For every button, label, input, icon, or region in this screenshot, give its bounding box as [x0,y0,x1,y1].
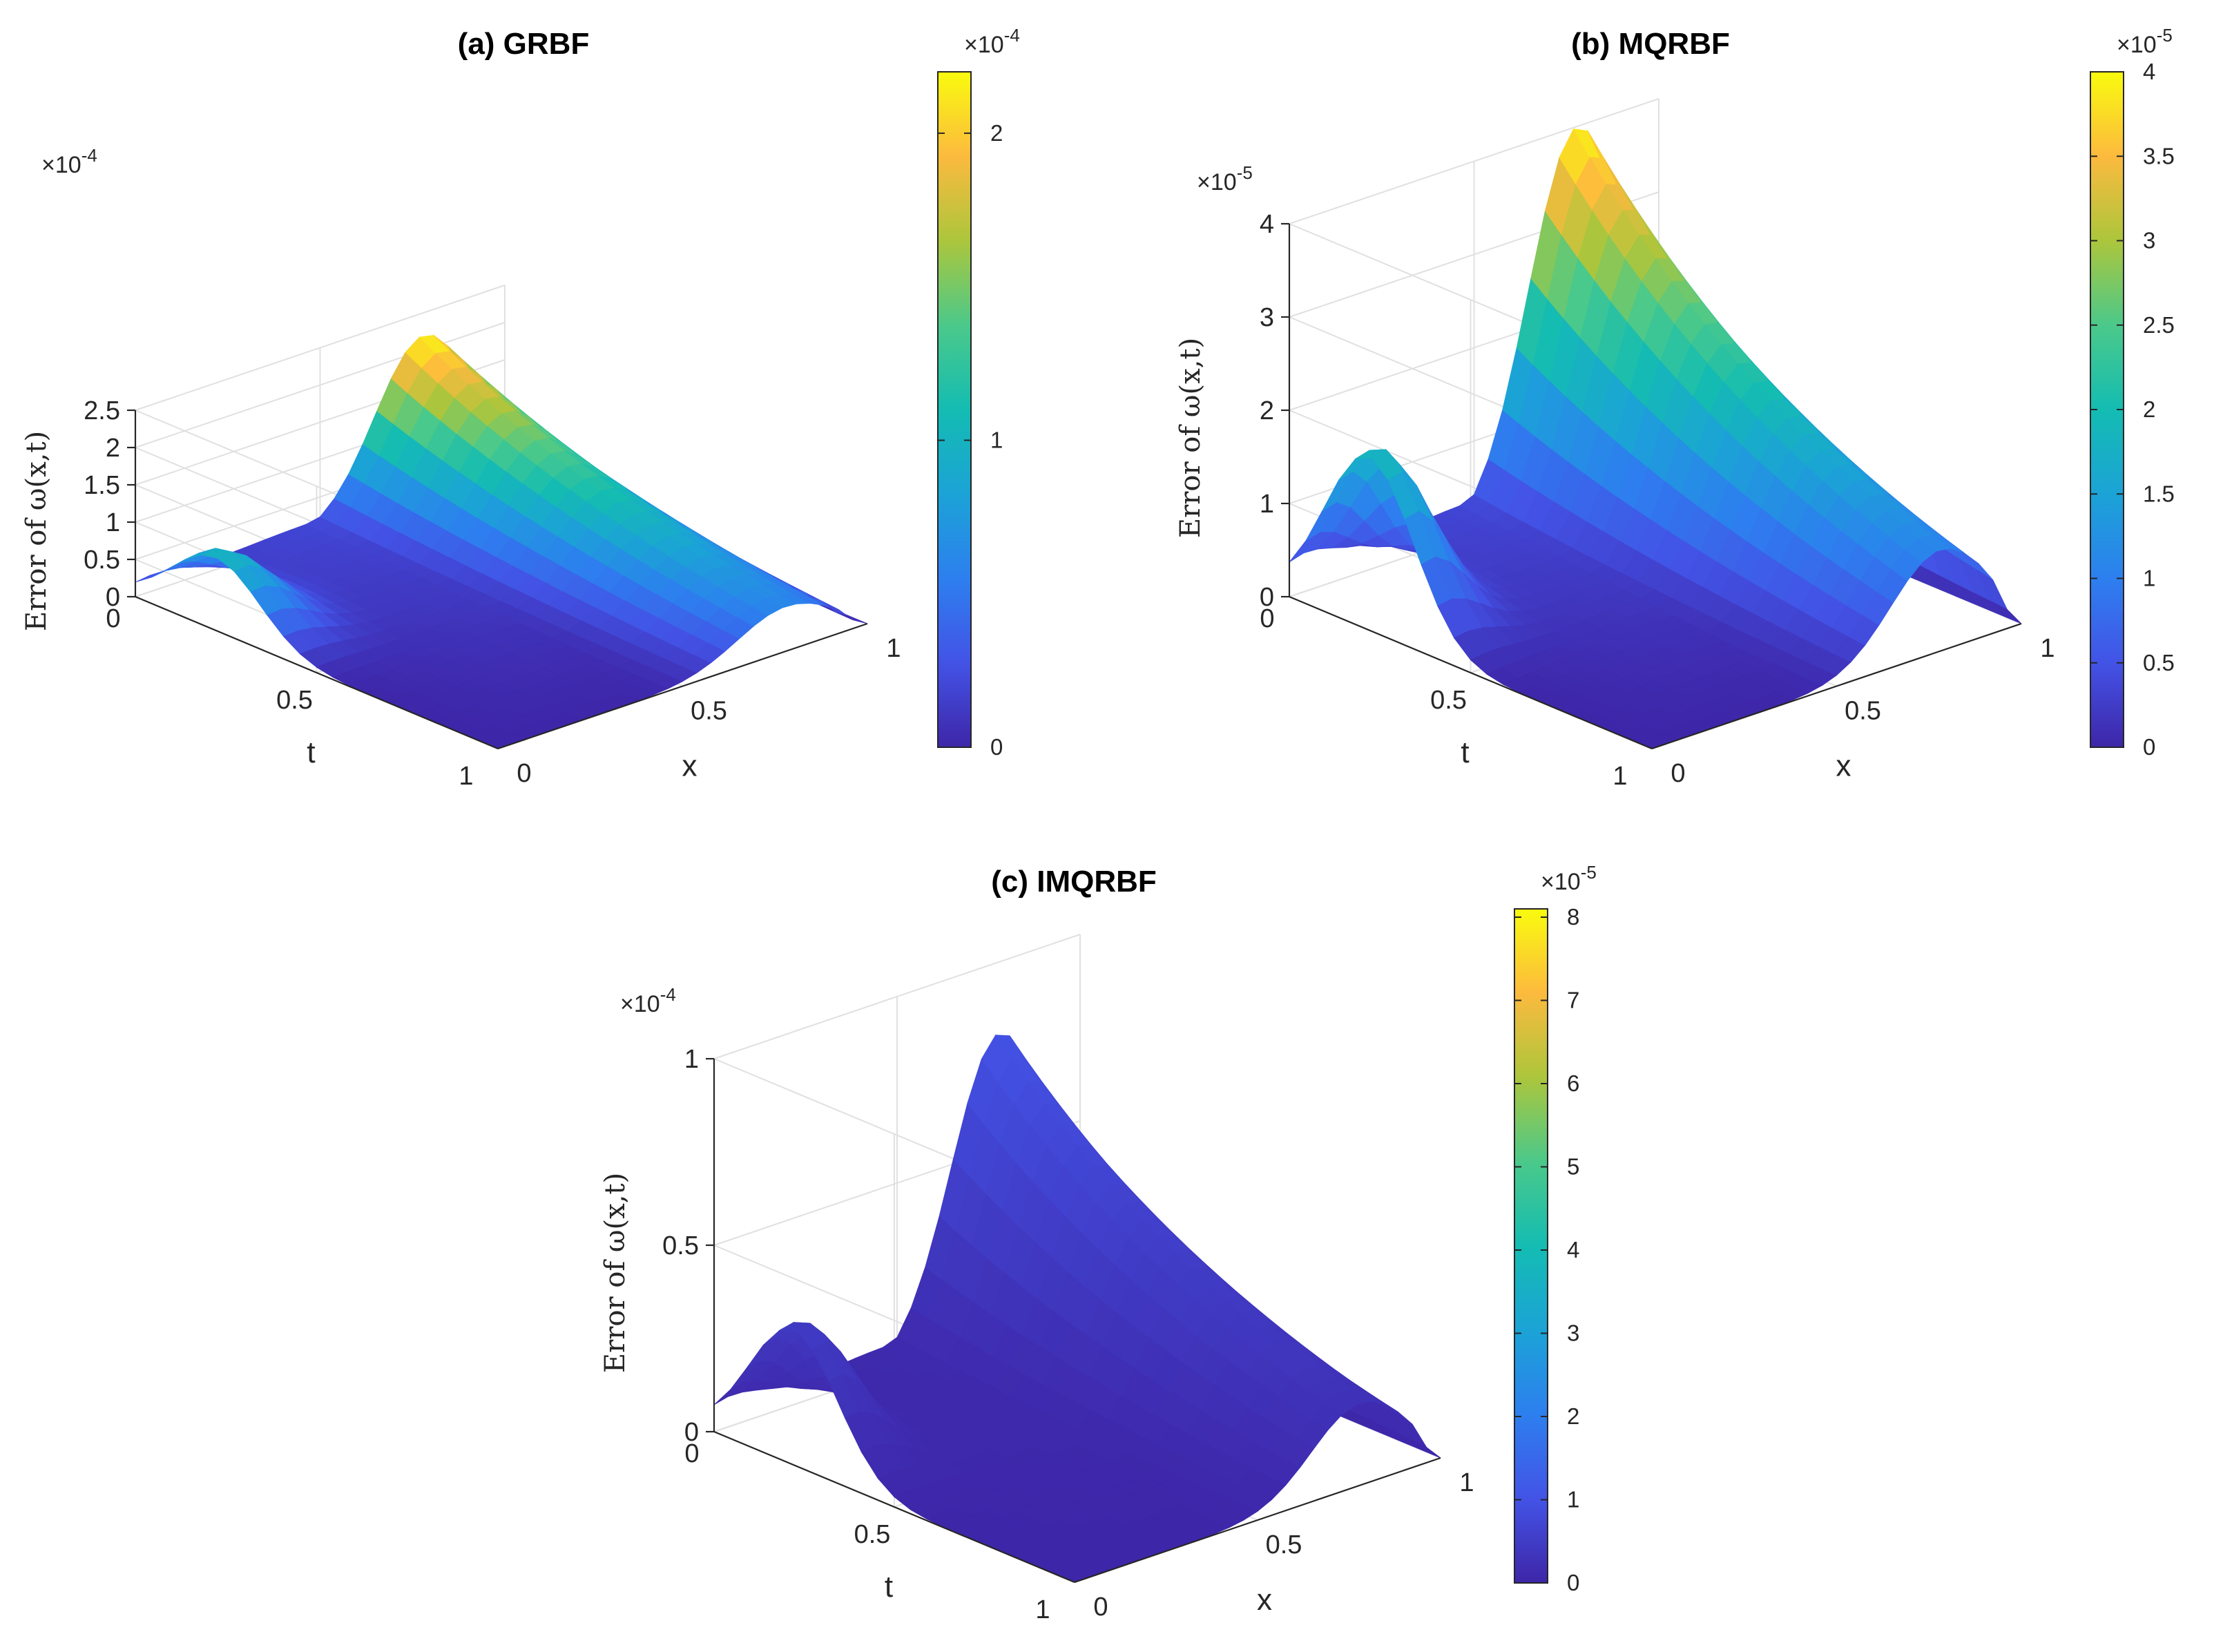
z-tick-label: 2.5 [84,396,120,425]
x-axis-line [497,622,868,750]
x-tick-label: 0.5 [1266,1530,1302,1559]
chart-title: (b) MQRBF [1571,27,1730,61]
t-axis-label: t [1461,736,1469,769]
colorbar-tick-label: 4 [2143,59,2155,84]
z-tick-label: 3 [1260,303,1274,332]
x-tick-label: 1 [886,634,901,663]
z-tick-label: 0 [684,1418,699,1447]
colorbar-tick-label: 8 [1567,904,1579,930]
chart-title: (c) IMQRBF [991,865,1157,899]
colorbar-tick-label: 2.5 [2143,312,2175,338]
colorbar-tick-label: 2 [2143,396,2155,422]
x-tick-label: 0.5 [691,697,727,726]
colorbar-tick-label: 7 [1567,988,1579,1013]
t-axis-line [713,1430,1075,1584]
error-surface [713,1034,1441,1583]
x-tick-label: 0 [1093,1593,1108,1622]
z-tick-label: 1 [684,1045,699,1074]
z-tick-label: 4 [1260,210,1274,239]
z-tick-label: 1.5 [84,471,120,500]
colorbar-tick-label: 4 [1567,1237,1579,1262]
colorbar-exponent-label: ×10-4 [964,25,1020,58]
surface-patch [1409,1439,1441,1459]
z-exponent-label: ×10-4 [41,145,97,178]
z-tick-label: 1 [106,508,120,537]
z-axis-label: Error of ω(x,t) [599,1173,631,1373]
colorbar-tick-label: 0 [1567,1570,1579,1595]
colorbar-tick-label: 2 [1567,1403,1579,1429]
chart-panel-1: 0 0.5 1 1.5 2 2.5 0 0.5 1 0 0.5 1 t x Error of ω(x,t) ×… [21,25,1020,791]
chart-panel-2: 0 1 2 3 4 0 0.5 1 0 0.5 1 t x Error of ω(x,t) ×10-5 (b)… [1175,25,2175,791]
colorbar-tick-label: 1 [1567,1487,1579,1512]
error-surface [1289,128,2022,749]
t-axis-label: t [885,1570,893,1604]
x-axis-line [1074,1457,1441,1584]
surface-patch [836,612,868,624]
colorbar-tick-label: 3 [1567,1320,1579,1346]
colorbar-tick-label: 2 [990,120,1003,146]
colorbar-tick-label: 0 [990,734,1003,760]
colorbar-exponent-label: ×10-5 [1541,862,1597,895]
z-tick-label: 2 [1260,396,1274,425]
z-exponent-label: ×10-4 [620,984,676,1017]
x-axis-label: x [1257,1583,1272,1617]
colorbar-tick-label: 6 [1567,1070,1579,1096]
t-axis-line [1289,595,1653,750]
colorbar [1514,908,1548,1584]
z-tick-label: 0 [1260,583,1274,612]
t-tick-label: 0.5 [276,686,313,715]
z-tick-label: 1 [1260,490,1274,519]
colorbar [937,71,972,748]
colorbar-tick-label: 1 [990,427,1003,452]
x-tick-label: 0.5 [1845,697,1881,726]
t-tick-label: 0 [684,1439,699,1468]
colorbar-tick-label: 0.5 [2143,650,2175,675]
x-tick-label: 1 [2040,634,2054,663]
t-axis-line [135,595,499,750]
chart-panel-3: 0 0.5 1 0 0.5 1 0 0.5 1 t x Error of ω(x,t) ×10-4 (c)… [599,862,1597,1624]
z-tick-label: 0.5 [662,1231,699,1260]
z-tick-label: 2 [106,434,120,463]
colorbar-exponent-label: ×10-5 [2117,25,2173,58]
t-tick-label: 0 [1260,604,1274,633]
error-surface [135,334,868,749]
z-exponent-label: ×10-5 [1197,162,1253,195]
z-tick-label: 0 [106,583,120,612]
colorbar-tick-label: 5 [1567,1154,1579,1180]
t-tick-label: 1 [459,762,473,791]
x-axis-label: x [682,749,697,783]
t-tick-label: 0 [106,604,120,633]
t-axis-label: t [307,736,315,769]
colorbar-tick-label: 1 [2143,566,2155,591]
x-axis-label: x [1836,749,1851,783]
colorbar-tick-label: 0 [2143,734,2155,760]
t-tick-label: 0.5 [854,1520,891,1549]
chart-title: (a) GRBF [458,27,590,61]
t-tick-label: 0.5 [1430,686,1467,715]
x-tick-label: 0 [1671,759,1685,788]
z-tick-label: 0.5 [84,546,120,575]
x-tick-label: 0 [517,759,531,788]
z-axis-label: Error of ω(x,t) [21,431,52,631]
colorbar-tick-label: 3 [2143,228,2155,253]
colorbar-tick-label: 1.5 [2143,481,2175,506]
t-tick-label: 1 [1613,762,1627,791]
x-axis-line [1651,622,2022,750]
x-tick-label: 1 [1459,1468,1474,1497]
t-tick-label: 1 [1035,1595,1050,1624]
z-axis-label: Error of ω(x,t) [1175,338,1206,538]
colorbar-tick-label: 3.5 [2143,143,2175,169]
